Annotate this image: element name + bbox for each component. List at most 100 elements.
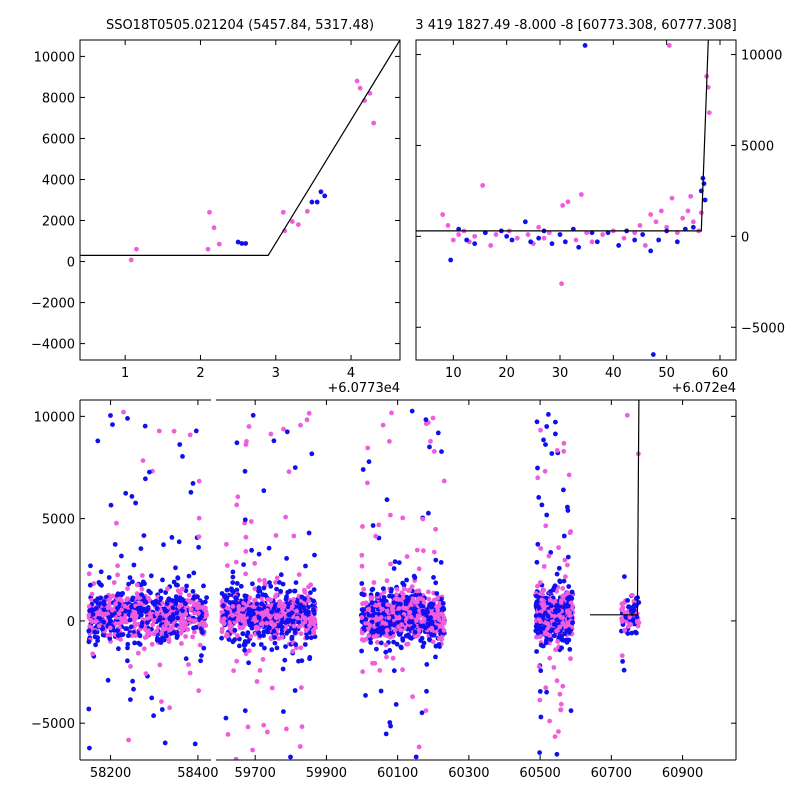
data-point	[388, 512, 393, 518]
data-point	[280, 209, 286, 215]
data-point	[637, 223, 643, 228]
data-point	[183, 612, 188, 617]
data-point	[141, 646, 147, 652]
data-point	[105, 605, 111, 611]
data-point	[225, 563, 230, 568]
data-point	[160, 577, 165, 583]
data-point	[150, 622, 156, 628]
data-point	[378, 688, 384, 694]
data-point	[148, 590, 153, 596]
data-point	[125, 658, 130, 664]
data-point	[390, 609, 396, 615]
data-point	[98, 595, 104, 601]
data-point	[428, 438, 433, 444]
data-point	[130, 579, 135, 585]
data-point	[298, 422, 303, 428]
data-point	[371, 580, 377, 585]
data-point	[115, 633, 121, 638]
data-point	[600, 232, 606, 237]
data-point	[166, 596, 172, 602]
data-point	[273, 594, 278, 600]
data-point	[434, 591, 440, 596]
data-point	[283, 514, 288, 520]
data-point	[400, 636, 405, 641]
data-point	[136, 640, 142, 646]
fit-line	[416, 40, 709, 232]
data-point	[536, 235, 542, 241]
data-point	[274, 612, 280, 618]
data-point	[421, 548, 426, 554]
data-point	[388, 561, 393, 567]
data-point	[230, 569, 236, 575]
data-point	[408, 602, 414, 607]
data-point	[125, 633, 131, 639]
data-point	[536, 224, 542, 230]
data-point	[250, 581, 255, 587]
data-point	[252, 561, 258, 566]
data-point	[267, 614, 273, 620]
data-point	[702, 197, 708, 203]
x-tick-label: 60100	[377, 766, 418, 781]
data-point	[196, 515, 202, 521]
data-point	[363, 616, 369, 622]
data-point	[536, 664, 542, 670]
data-point	[131, 562, 137, 568]
data-point	[90, 651, 96, 657]
data-point	[271, 628, 277, 634]
data-point	[555, 639, 561, 644]
data-point	[383, 731, 389, 737]
data-point	[186, 616, 192, 622]
data-point	[629, 630, 635, 636]
data-point	[391, 668, 397, 674]
data-point	[567, 613, 573, 618]
data-point	[664, 224, 670, 230]
x-tick-label: 4	[347, 366, 355, 381]
data-point	[380, 602, 386, 608]
data-point	[101, 619, 107, 625]
data-point	[538, 427, 543, 433]
data-point	[387, 720, 393, 725]
data-point	[392, 627, 398, 633]
data-point	[619, 601, 625, 607]
data-point	[183, 656, 189, 662]
data-point	[143, 671, 149, 676]
data-point	[560, 203, 566, 208]
data-point	[412, 606, 417, 611]
data-point	[408, 614, 414, 620]
data-point	[380, 630, 386, 635]
data-point	[546, 412, 551, 417]
data-point	[236, 614, 242, 620]
data-point	[430, 639, 436, 645]
data-point	[427, 444, 432, 450]
data-point	[396, 615, 402, 621]
data-point	[302, 596, 307, 602]
data-point	[137, 633, 143, 639]
data-point	[281, 426, 286, 432]
data-point	[472, 241, 478, 247]
data-point	[375, 622, 380, 627]
data-point	[359, 630, 365, 636]
data-point	[198, 658, 204, 664]
data-point	[290, 620, 296, 625]
data-point	[159, 630, 165, 636]
data-point	[391, 600, 397, 605]
data-point	[127, 617, 133, 623]
data-point	[125, 641, 131, 647]
data-point	[653, 219, 659, 225]
data-point	[559, 598, 564, 603]
data-point	[163, 590, 169, 595]
data-point	[296, 619, 302, 625]
data-point	[433, 654, 438, 660]
data-point	[186, 573, 192, 579]
data-point	[190, 481, 196, 486]
data-point	[196, 601, 201, 607]
data-point	[433, 580, 439, 586]
data-point	[589, 239, 595, 245]
data-point	[237, 643, 242, 649]
data-point	[389, 410, 394, 416]
data-point	[369, 587, 375, 593]
data-point	[400, 592, 406, 597]
data-point	[413, 609, 419, 615]
data-point	[567, 647, 573, 652]
data-point	[94, 605, 99, 611]
